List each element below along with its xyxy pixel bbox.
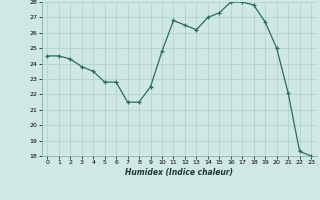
X-axis label: Humidex (Indice chaleur): Humidex (Indice chaleur) bbox=[125, 168, 233, 177]
